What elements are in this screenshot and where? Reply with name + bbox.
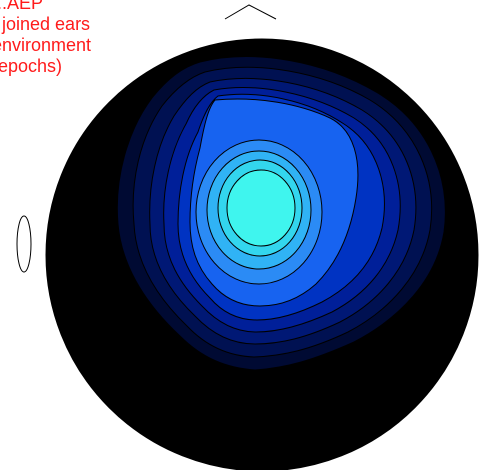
caption-line-4: (epochs) <box>0 56 63 76</box>
contour-bands <box>116 56 446 371</box>
caption-line-3: environment <box>0 35 92 55</box>
nose-marker <box>224 4 277 20</box>
caption-line-1: ...AEP <box>0 0 44 13</box>
left-ear-icon <box>16 215 32 273</box>
caption-line-2: joined ears <box>0 14 91 34</box>
contour-level-10 <box>226 169 296 247</box>
